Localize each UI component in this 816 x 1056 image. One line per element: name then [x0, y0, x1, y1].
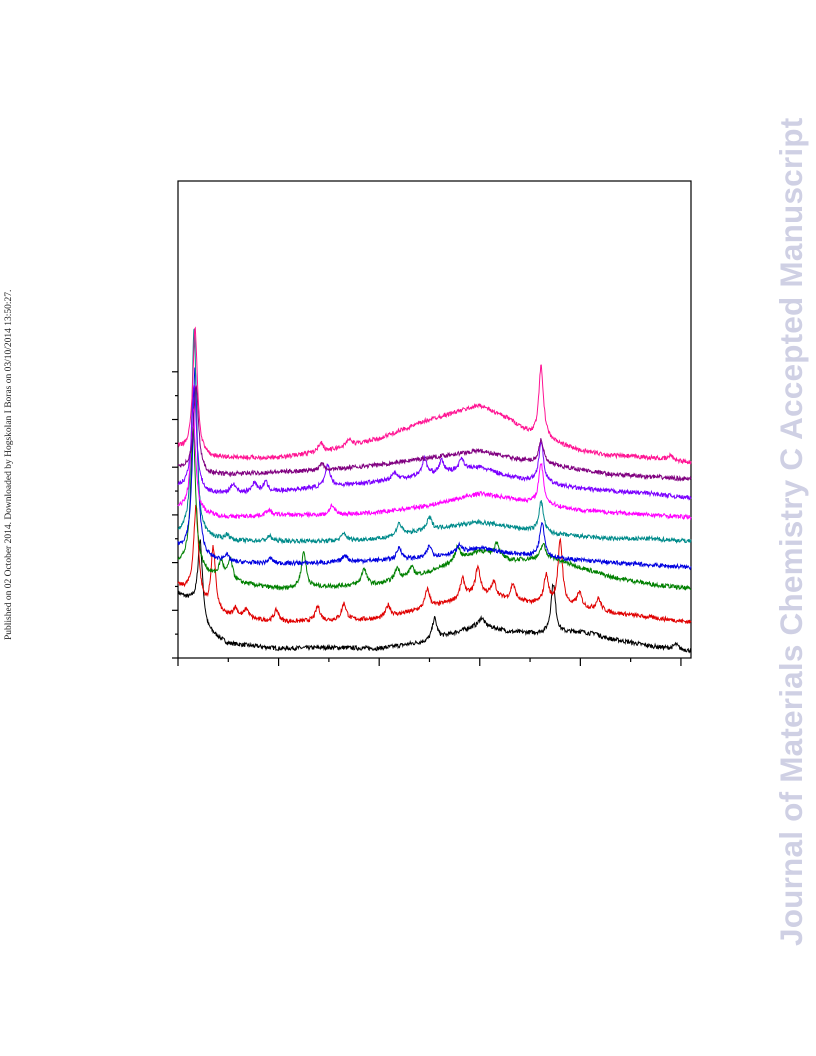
series-line-0: [177, 539, 692, 654]
series-line-1: [177, 504, 692, 625]
series-group: [177, 326, 692, 654]
series-line-6: [177, 383, 692, 501]
series-line-3: [177, 367, 692, 571]
series-line-7: [177, 385, 692, 482]
series-line-2: [177, 426, 692, 592]
series-line-5: [177, 407, 692, 521]
series-line-8: [177, 326, 692, 465]
axis-ticks: [172, 371, 682, 666]
series-line-4: [177, 328, 692, 545]
